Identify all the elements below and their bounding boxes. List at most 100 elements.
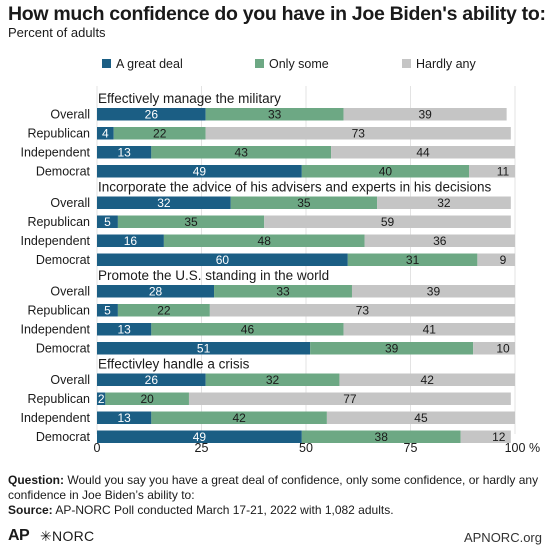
row-label: Independent <box>20 234 90 248</box>
row-label: Independent <box>20 323 90 337</box>
data-label: 73 <box>352 127 366 141</box>
data-label: 45 <box>414 411 428 425</box>
row-label: Overall <box>50 196 90 210</box>
bar-segment <box>377 196 511 209</box>
footnote: Question: Would you say you have a great… <box>8 473 544 518</box>
source-note: Source: AP-NORC Poll conducted March 17-… <box>8 503 544 518</box>
data-label: 46 <box>241 323 255 337</box>
data-label: 32 <box>437 196 451 210</box>
bar-segment <box>97 165 302 178</box>
ap-logo: AP <box>8 527 30 544</box>
group-title: Effectively manage the military <box>98 91 281 106</box>
x-tick-label: 25 <box>195 441 209 455</box>
norc-logo: ✳NORC <box>40 528 95 544</box>
data-label: 5 <box>104 215 111 229</box>
data-label: 13 <box>117 323 131 337</box>
bar-segment <box>188 392 511 405</box>
data-label: 36 <box>433 234 447 248</box>
data-label: 12 <box>492 430 506 444</box>
data-label: 5 <box>104 304 111 318</box>
data-label: 9 <box>500 253 507 267</box>
bar-segment <box>117 304 210 317</box>
bar-segment <box>469 165 515 178</box>
row-label: Democrat <box>36 430 91 444</box>
data-label: 40 <box>379 165 393 179</box>
footer: AP ✳NORC APNORC.org <box>0 520 550 550</box>
bar-segment <box>214 285 352 298</box>
data-label: 2 <box>98 392 105 406</box>
row-label: Independent <box>20 411 90 425</box>
bar-segment <box>97 411 152 424</box>
data-label: 16 <box>124 234 138 248</box>
site-url[interactable]: APNORC.org <box>463 530 542 545</box>
row-label: Overall <box>50 108 90 122</box>
row-label: Democrat <box>36 342 91 356</box>
bar-segment <box>347 253 478 266</box>
data-label: 11 <box>497 165 510 179</box>
data-label: 49 <box>193 165 207 179</box>
bar-segment <box>301 165 470 178</box>
data-label: 22 <box>157 304 171 318</box>
x-unit-label: % <box>529 441 540 455</box>
row-label: Republican <box>27 392 90 406</box>
bar-segment <box>477 253 515 266</box>
bar-segment <box>97 323 152 336</box>
bar-segment <box>205 108 344 121</box>
data-label: 77 <box>343 392 357 406</box>
x-tick-label: 0 <box>94 441 101 455</box>
bar-segment <box>97 342 311 355</box>
data-label: 10 <box>496 342 510 356</box>
data-label: 51 <box>197 342 211 356</box>
group-title: Effectivley handle a crisis <box>98 357 250 372</box>
bar-segment <box>105 392 189 405</box>
bar-segment <box>151 411 327 424</box>
bar-segment <box>209 304 516 317</box>
bar-segment <box>301 430 461 443</box>
group-title: Promote the U.S. standing in the world <box>98 268 329 283</box>
source-text: AP-NORC Poll conducted March 17-21, 2022… <box>52 503 394 517</box>
data-label: 28 <box>149 285 163 299</box>
chart-subtitle: Percent of adults <box>8 25 106 40</box>
data-label: 4 <box>102 127 109 141</box>
data-label: 42 <box>232 411 246 425</box>
data-label: 33 <box>276 285 290 299</box>
bar-segment <box>351 285 515 298</box>
bar-segment <box>113 127 206 140</box>
data-label: 35 <box>184 215 198 229</box>
row-label: Overall <box>50 285 90 299</box>
bar-segment <box>151 323 344 336</box>
legend-label: Hardly any <box>416 57 476 71</box>
question-text: Would you say you have a great deal of c… <box>8 473 539 502</box>
bar-segment <box>97 108 206 121</box>
data-label: 33 <box>268 108 282 122</box>
data-label: 44 <box>416 146 430 160</box>
row-label: Republican <box>27 215 90 229</box>
data-label: 20 <box>140 392 154 406</box>
data-label: 39 <box>418 108 432 122</box>
bar-segment <box>331 146 515 159</box>
legend-label: Only some <box>269 57 329 71</box>
data-label: 32 <box>266 373 280 387</box>
question-note: Question: Would you say you have a great… <box>8 473 544 503</box>
x-tick-label: 75 <box>404 441 418 455</box>
legend-swatch <box>102 59 111 68</box>
data-label: 42 <box>421 373 435 387</box>
bar-segment <box>97 196 231 209</box>
data-label: 39 <box>427 285 441 299</box>
bar-segment <box>460 430 511 443</box>
data-label: 59 <box>381 215 395 229</box>
bar-segment <box>264 215 511 228</box>
bar-segment <box>97 304 118 317</box>
row-label: Overall <box>50 373 90 387</box>
x-tick-label: 100 <box>505 441 526 455</box>
data-label: 22 <box>153 127 167 141</box>
data-label: 13 <box>117 411 131 425</box>
legend-swatch <box>402 59 411 68</box>
bar-segment <box>339 373 515 386</box>
legend-swatch <box>255 59 264 68</box>
chart-title: How much confidence do you have in Joe B… <box>8 3 546 25</box>
bar-segment <box>163 234 365 247</box>
group-title: Incorporate the advice of his advisers a… <box>98 180 491 195</box>
x-tick-label: 50 <box>299 441 313 455</box>
